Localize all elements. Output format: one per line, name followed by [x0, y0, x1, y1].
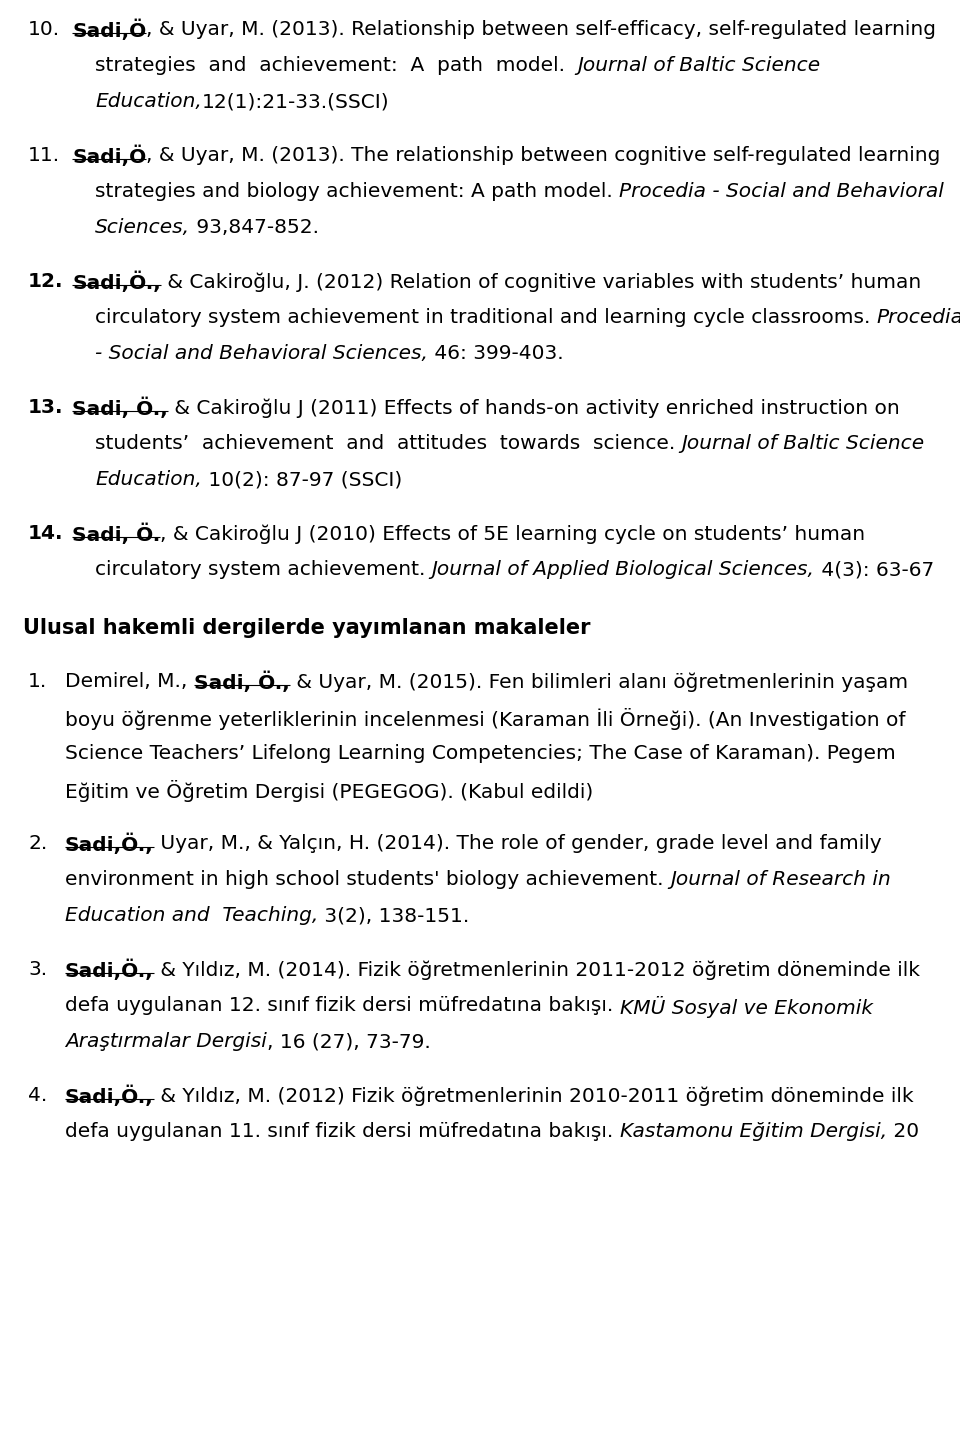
Text: Sadi,Ö: Sadi,Ö [72, 145, 146, 167]
Text: , 16 (27), 73-79.: , 16 (27), 73-79. [267, 1032, 431, 1051]
Text: 10(2): 87-97 (SSCI): 10(2): 87-97 (SSCI) [202, 470, 402, 489]
Text: 12(1):21-33.(SSCI): 12(1):21-33.(SSCI) [202, 92, 390, 111]
Text: 12.: 12. [28, 272, 63, 291]
Text: Procedia: Procedia [876, 308, 960, 327]
Text: & Yıldız, M. (2012) Fizik öğretmenlerinin 2010-2011 öğretim döneminde ilk: & Yıldız, M. (2012) Fizik öğretmenlerini… [154, 1086, 913, 1105]
Text: 3.: 3. [28, 960, 47, 979]
Text: strategies and biology achievement: A path model.: strategies and biology achievement: A pa… [95, 182, 619, 201]
Text: 93,847-852.: 93,847-852. [190, 218, 319, 237]
Text: Science Teachers’ Lifelong Learning Competencies; The Case of Karaman). Pegem: Science Teachers’ Lifelong Learning Comp… [65, 744, 896, 763]
Text: & Cakiroğlu, J. (2012) Relation of cognitive variables with students’ human: & Cakiroğlu, J. (2012) Relation of cogni… [160, 272, 921, 291]
Text: , & Uyar, M. (2013). Relationship between self-efficacy, self-regulated learning: , & Uyar, M. (2013). Relationship betwee… [146, 20, 936, 39]
Text: Demirel, M.,: Demirel, M., [65, 672, 194, 691]
Text: Sadi,Ö.,: Sadi,Ö., [72, 272, 160, 294]
Text: 10.: 10. [28, 20, 60, 39]
Text: KMÜ Sosyal ve Ekonomik: KMÜ Sosyal ve Ekonomik [619, 996, 873, 1018]
Text: , & Cakiroğlu J (2010) Effects of 5E learning cycle on students’ human: , & Cakiroğlu J (2010) Effects of 5E lea… [160, 523, 865, 544]
Text: Araştırmalar Dergisi: Araştırmalar Dergisi [65, 1032, 267, 1051]
Text: 3(2), 138-151.: 3(2), 138-151. [319, 906, 469, 925]
Text: - Social and Behavioral Sciences,: - Social and Behavioral Sciences, [95, 345, 428, 364]
Text: Education and  Teaching,: Education and Teaching, [65, 906, 319, 925]
Text: & Yıldız, M. (2014). Fizik öğretmenlerinin 2011-2012 öğretim döneminde ilk: & Yıldız, M. (2014). Fizik öğretmenlerin… [154, 960, 920, 980]
Text: & Cakiroğlu J (2011) Effects of hands-on activity enriched instruction on: & Cakiroğlu J (2011) Effects of hands-on… [168, 398, 900, 417]
Text: 4.: 4. [28, 1086, 47, 1105]
Text: 4(3): 63-67: 4(3): 63-67 [815, 560, 934, 579]
Text: 1.: 1. [28, 672, 47, 691]
Text: Uyar, M., & Yalçın, H. (2014). The role of gender, grade level and family: Uyar, M., & Yalçın, H. (2014). The role … [154, 835, 881, 853]
Text: students’  achievement  and  attitudes  towards  science.: students’ achievement and attitudes towa… [95, 433, 682, 454]
Text: 46: 399-403.: 46: 399-403. [428, 345, 564, 364]
Text: Eğitim ve Öğretim Dergisi (PEGEGOG). (Kabul edildi): Eğitim ve Öğretim Dergisi (PEGEGOG). (Ka… [65, 779, 593, 803]
Text: strategies  and  achievement:  A  path  model.: strategies and achievement: A path model… [95, 57, 578, 76]
Text: defa uygulanan 11. sınıf fizik dersi müfredatına bakışı.: defa uygulanan 11. sınıf fizik dersi müf… [65, 1122, 619, 1141]
Text: Procedia - Social and Behavioral: Procedia - Social and Behavioral [619, 182, 944, 201]
Text: Journal of Research in: Journal of Research in [670, 869, 891, 888]
Text: , & Uyar, M. (2013). The relationship between cognitive self-regulated learning: , & Uyar, M. (2013). The relationship be… [146, 145, 941, 164]
Text: Journal of Applied Biological Sciences,: Journal of Applied Biological Sciences, [432, 560, 815, 579]
Text: 14.: 14. [28, 523, 63, 542]
Text: Journal of Baltic Science: Journal of Baltic Science [578, 57, 821, 76]
Text: Sadi,Ö: Sadi,Ö [72, 20, 146, 42]
Text: environment in high school students' biology achievement.: environment in high school students' bio… [65, 869, 670, 888]
Text: Sciences,: Sciences, [95, 218, 190, 237]
Text: circulatory system achievement.: circulatory system achievement. [95, 560, 432, 579]
Text: 2.: 2. [28, 835, 47, 853]
Text: 11.: 11. [28, 145, 60, 164]
Text: defa uygulanan 12. sınıf fizik dersi müfredatına bakışı.: defa uygulanan 12. sınıf fizik dersi müf… [65, 996, 619, 1015]
Text: Kastamonu Eğitim Dergisi,: Kastamonu Eğitim Dergisi, [619, 1122, 887, 1141]
Text: Sadi,Ö.,: Sadi,Ö., [65, 960, 154, 981]
Text: Sadi,Ö.,: Sadi,Ö., [65, 835, 154, 855]
Text: & Uyar, M. (2015). Fen bilimleri alanı öğretmenlerinin yaşam: & Uyar, M. (2015). Fen bilimleri alanı ö… [290, 672, 907, 692]
Text: 13.: 13. [28, 398, 63, 417]
Text: Sadi,Ö.,: Sadi,Ö., [65, 1086, 154, 1108]
Text: Education,: Education, [95, 92, 202, 111]
Text: boyu öğrenme yeterliklerinin incelenmesi (Karaman İli Örneği). (An Investigation: boyu öğrenme yeterliklerinin incelenmesi… [65, 708, 905, 730]
Text: 20: 20 [887, 1122, 919, 1141]
Text: Sadi, Ö.: Sadi, Ö. [72, 523, 160, 545]
Text: Education,: Education, [95, 470, 202, 489]
Text: Ulusal hakemli dergilerde yayımlanan makaleler: Ulusal hakemli dergilerde yayımlanan mak… [23, 618, 590, 638]
Text: circulatory system achievement in traditional and learning cycle classrooms.: circulatory system achievement in tradit… [95, 308, 876, 327]
Text: Journal of Baltic Science: Journal of Baltic Science [682, 433, 924, 454]
Text: Sadi, Ö.,: Sadi, Ö., [72, 398, 168, 419]
Text: Sadi, Ö.,: Sadi, Ö., [194, 672, 290, 694]
